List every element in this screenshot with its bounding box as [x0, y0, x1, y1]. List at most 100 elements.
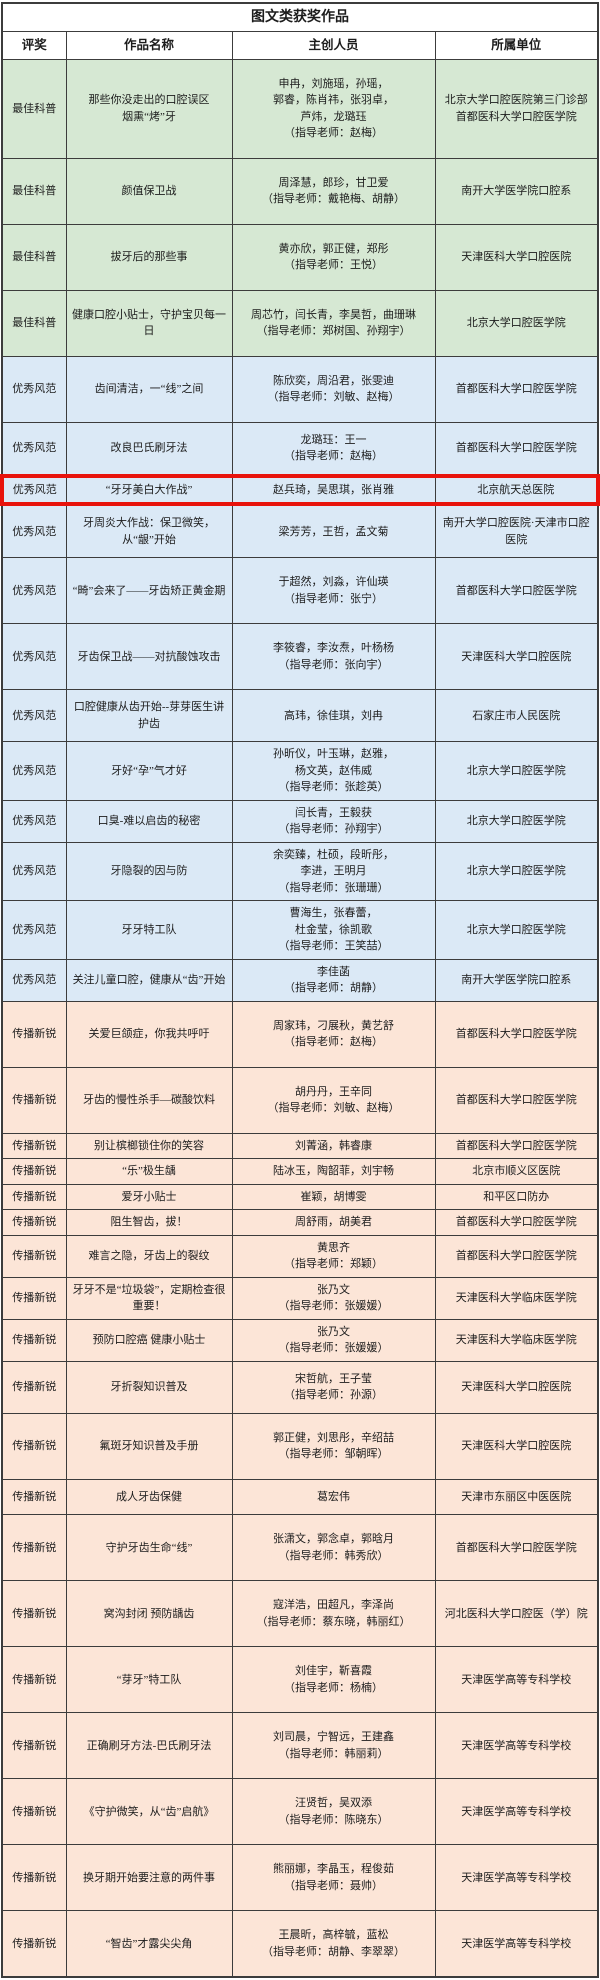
work-title-cell: 阻生智齿，拔！: [65, 1209, 233, 1236]
creators-cell: 宋哲航，王子莹 （指导老师：孙源）: [231, 1360, 436, 1414]
creators-cell: 于超然，刘淼，许仙瑛 （指导老师：张宁）: [231, 557, 436, 625]
work-title-cell: 难言之隐，牙齿上的裂纹: [65, 1234, 233, 1278]
table-row: 传播新锐 “芽牙”特工队 刘佳宇，靳喜霞 （指导老师：杨楠） 天津医学高等专科学…: [1, 1646, 599, 1714]
table-row: 传播新锐 换牙期开始要注意的两件事 熊丽娜，李晶玉，程俊茹 （指导老师：聂帅） …: [1, 1844, 599, 1912]
creators-cell: 汪贤哲，吴双添 （指导老师：陈晓东）: [231, 1778, 436, 1846]
unit-cell: 北京航天总医院: [434, 473, 600, 507]
unit-cell: 北京大学口腔医学院: [434, 900, 599, 960]
work-title-cell: 关爱巨颌症，你我共呼吁: [65, 1000, 233, 1068]
work-title-cell: 关注儿童口腔，健康从“齿”开始: [65, 958, 233, 1002]
unit-cell: 天津市东丽区中医医院: [434, 1478, 599, 1516]
unit-cell: 天津医学高等专科学校: [434, 1910, 599, 1978]
creators-cell: 申冉，刘施瑶，孙瑶， 郭睿，陈肖祎，张羽卓， 芦炜，龙璐珏 （指导老师：赵梅）: [231, 58, 436, 159]
work-title-cell: 预防口腔癌 健康小贴士: [65, 1318, 233, 1362]
column-header-row: 评奖 作品名称 主创人员 所属单位: [1, 31, 599, 60]
creators-cell: 周家玮，刁展秋，黄艺舒 （指导老师：赵梅）: [231, 1000, 436, 1068]
table-row: 传播新锐 难言之隐，牙齿上的裂纹 黄思齐 （指导老师：郑颖） 首都医科大学口腔医…: [1, 1234, 599, 1278]
table-row: 最佳科普 颜值保卫战 周泽慧，郎珍，甘卫爱 （指导老师：戴艳梅、胡静） 南开大学…: [1, 157, 599, 225]
unit-cell: 北京大学口腔医学院: [434, 841, 599, 902]
unit-cell: 天津医学高等专科学校: [434, 1712, 599, 1780]
work-title-cell: 颜值保卫战: [65, 157, 233, 225]
award-category-cell: 传播新锐: [1, 1318, 67, 1362]
creators-cell: 余奕臻，杜硕，段昕彤， 李进，王明月 （指导老师：张珊珊）: [231, 841, 436, 902]
award-category-cell: 优秀风范: [1, 557, 67, 625]
creators-cell: 寇洋浩，田超凡，李泽尚 （指导老师：蔡东晓，韩丽红）: [231, 1580, 436, 1648]
table-row: 优秀风范 牙齿保卫战——对抗酸蚀攻击 李筱睿，李汝焘，叶杨杨 （指导老师：张向宇…: [1, 623, 599, 691]
table-row: 传播新锐 守护牙齿生命“线” 张潇文，郭念卓，郭晗月 （指导老师：韩秀欣） 首都…: [1, 1514, 599, 1582]
table-row: 传播新锐 牙牙不是“垃圾袋”，定期检查很重要！ 张乃文 （指导老师：张媛媛） 天…: [1, 1276, 599, 1320]
award-category-cell: 传播新锐: [1, 1778, 67, 1846]
award-category-cell: 优秀风范: [0, 473, 67, 507]
unit-cell: 天津医科大学口腔医院: [434, 623, 599, 691]
work-title-cell: “芽牙”特工队: [65, 1646, 233, 1714]
creators-cell: 周泽慧，郎珍，甘卫爱 （指导老师：戴艳梅、胡静）: [231, 157, 436, 225]
award-category-cell: 最佳科普: [1, 157, 67, 225]
creators-cell: 郭正健，刘思彤，辛绍喆 （指导老师：邹朝晖）: [231, 1412, 436, 1480]
work-title-cell: 改良巴氏刷牙法: [65, 421, 233, 477]
column-header-award: 评奖: [1, 31, 67, 60]
work-title-cell: 齿间清洁，一“线”之间: [65, 355, 233, 423]
award-category-cell: 传播新锐: [1, 1234, 67, 1278]
table-row: 传播新锐 牙折裂知识普及 宋哲航，王子莹 （指导老师：孙源） 天津医科大学口腔医…: [1, 1360, 599, 1414]
award-category-cell: 传播新锐: [1, 1580, 67, 1648]
unit-cell: 首都医科大学口腔医学院: [434, 1514, 599, 1582]
award-category-cell: 传播新锐: [1, 1514, 67, 1582]
award-category-cell: 传播新锐: [1, 1360, 67, 1414]
table-row: 优秀风范 改良巴氏刷牙法 龙璐珏：王一 （指导老师：赵梅） 首都医科大学口腔医学…: [1, 421, 599, 477]
table-row: 传播新锐 别让槟榔锁住你的笑容 刘菁涵，韩睿康 首都医科大学口腔医学院: [1, 1132, 599, 1160]
award-category-cell: 传播新锐: [1, 1712, 67, 1780]
unit-cell: 天津医学高等专科学校: [434, 1778, 599, 1846]
award-category-cell: 传播新锐: [1, 1478, 67, 1516]
column-header-creators: 主创人员: [231, 31, 436, 60]
award-category-cell: 最佳科普: [1, 58, 67, 159]
award-category-cell: 优秀风范: [1, 741, 67, 801]
award-category-cell: 优秀风范: [1, 841, 67, 902]
table-row: 传播新锐 “智齿”才露尖尖角 王晨昕，高梓毓，蓝松 （指导老师：胡静、李翠翠） …: [1, 1910, 599, 1978]
award-category-cell: 传播新锐: [1, 1132, 67, 1160]
award-category-cell: 优秀风范: [1, 900, 67, 960]
unit-cell: 天津医科大学口腔医院: [434, 223, 599, 291]
table-row: 优秀风范 关注儿童口腔，健康从“齿”开始 李佳菡 （指导老师：胡静） 南开大学医…: [1, 958, 599, 1002]
table-row: 优秀风范 口腔健康从齿开始--芽芽医生讲护齿 高玮，徐佳琪，刘冉 石家庄市人民医…: [1, 689, 599, 743]
table-row: 传播新锐 窝沟封闭 预防龋齿 寇洋浩，田超凡，李泽尚 （指导老师：蔡东晓，韩丽红…: [1, 1580, 599, 1648]
table-row: 传播新锐 阻生智齿，拔！ 周舒雨，胡美君 首都医科大学口腔医学院: [1, 1209, 599, 1236]
work-title-cell: “牙牙美白大作战”: [65, 473, 233, 507]
award-category-cell: 传播新锐: [1, 1412, 67, 1480]
award-category-cell: 传播新锐: [1, 1646, 67, 1714]
creators-cell: 葛宏伟: [231, 1478, 436, 1516]
creators-cell: 刘菁涵，韩睿康: [231, 1132, 436, 1160]
award-category-cell: 传播新锐: [1, 1910, 67, 1978]
creators-cell: 赵兵琦，吴思琪，张肖雅: [231, 473, 436, 507]
work-title-cell: 爱牙小贴士: [65, 1183, 233, 1211]
award-category-cell: 传播新锐: [1, 1066, 67, 1134]
table-row: 优秀风范 牙周炎大作战：保卫微笑，从“龈”开始 梁芳芳，王哲，孟文菊 南开大学口…: [1, 503, 599, 559]
work-title-cell: 那些你没走出的口腔误区 烟熏“烤”牙: [65, 58, 233, 159]
work-title-cell: 牙折裂知识普及: [65, 1360, 233, 1414]
creators-cell: 张乃文 （指导老师：张媛媛）: [231, 1318, 436, 1362]
table-row: 优秀风范 牙隐裂的因与防 余奕臻，杜硕，段昕彤， 李进，王明月 （指导老师：张珊…: [1, 841, 599, 902]
unit-cell: 北京大学口腔医院第三门诊部 首都医科大学口腔医学院: [434, 58, 599, 159]
creators-cell: 王晨昕，高梓毓，蓝松 （指导老师：胡静、李翠翠）: [231, 1910, 436, 1978]
unit-cell: 天津医科大学临床医学院: [434, 1318, 599, 1362]
unit-cell: 河北医科大学口腔医（学）院: [434, 1580, 599, 1648]
award-category-cell: 最佳科普: [1, 289, 67, 357]
creators-cell: 黄思齐 （指导老师：郑颖）: [231, 1234, 436, 1278]
unit-cell: 首都医科大学口腔医学院: [434, 1209, 599, 1236]
work-title-cell: 健康口腔小贴士，守护宝贝每一日: [65, 289, 233, 357]
creators-cell: 刘司晨，宁智远，王建鑫 （指导老师：韩丽莉）: [231, 1712, 436, 1780]
award-category-cell: 传播新锐: [1, 1276, 67, 1320]
creators-cell: 熊丽娜，李晶玉，程俊茹 （指导老师：聂帅）: [231, 1844, 436, 1912]
award-category-cell: 最佳科普: [1, 223, 67, 291]
unit-cell: 天津医科大学口腔医院: [434, 1360, 599, 1414]
award-category-cell: 传播新锐: [1, 1844, 67, 1912]
table-row: 优秀风范 “畸”会来了——牙齿矫正黄金期 于超然，刘淼，许仙瑛 （指导老师：张宁…: [1, 557, 599, 625]
unit-cell: 和平区口防办: [434, 1183, 599, 1211]
table-row: 传播新锐 《守护微笑，从“齿”启航》 汪贤哲，吴双添 （指导老师：陈晓东） 天津…: [1, 1778, 599, 1846]
unit-cell: 首都医科大学口腔医学院: [434, 1000, 599, 1068]
table-row-highlighted: 优秀风范 “牙牙美白大作战” 赵兵琦，吴思琪，张肖雅 北京航天总医院: [0, 473, 600, 507]
table-row: 传播新锐 预防口腔癌 健康小贴士 张乃文 （指导老师：张媛媛） 天津医科大学临床…: [1, 1318, 599, 1362]
creators-cell: 张潇文，郭念卓，郭晗月 （指导老师：韩秀欣）: [231, 1514, 436, 1582]
award-category-cell: 优秀风范: [1, 623, 67, 691]
